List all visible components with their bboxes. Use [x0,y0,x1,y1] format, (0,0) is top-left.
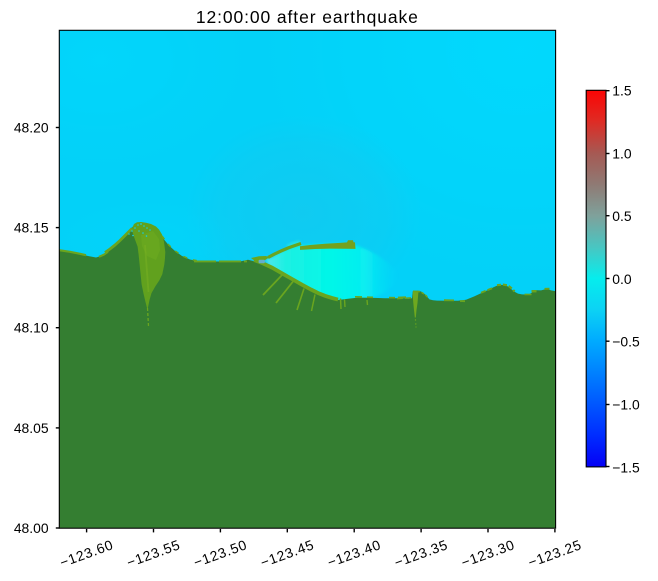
svg-text:−0.5: −0.5 [612,334,640,350]
svg-text:−123.45: −123.45 [258,536,316,570]
svg-text:−123.35: −123.35 [392,536,450,570]
svg-text:1.5: 1.5 [612,83,632,99]
svg-text:48.05: 48.05 [14,420,49,436]
svg-text:48.10: 48.10 [14,320,49,336]
svg-text:1.0: 1.0 [612,145,632,161]
svg-text:−1.5: −1.5 [612,459,640,475]
svg-text:−123.60: −123.60 [58,536,116,570]
svg-text:−123.30: −123.30 [459,536,517,570]
svg-text:−123.40: −123.40 [325,536,383,570]
svg-text:48.20: 48.20 [14,120,49,136]
svg-text:−1.0: −1.0 [612,396,640,412]
svg-text:48.15: 48.15 [14,220,49,236]
svg-text:48.00: 48.00 [14,520,49,536]
svg-text:−123.55: −123.55 [124,536,182,570]
svg-text:−123.50: −123.50 [191,536,249,570]
svg-text:0.0: 0.0 [612,271,632,287]
svg-text:12:00:00 after earthquake: 12:00:00 after earthquake [196,7,419,27]
svg-text:−123.25: −123.25 [526,536,584,570]
svg-text:0.5: 0.5 [612,208,632,224]
